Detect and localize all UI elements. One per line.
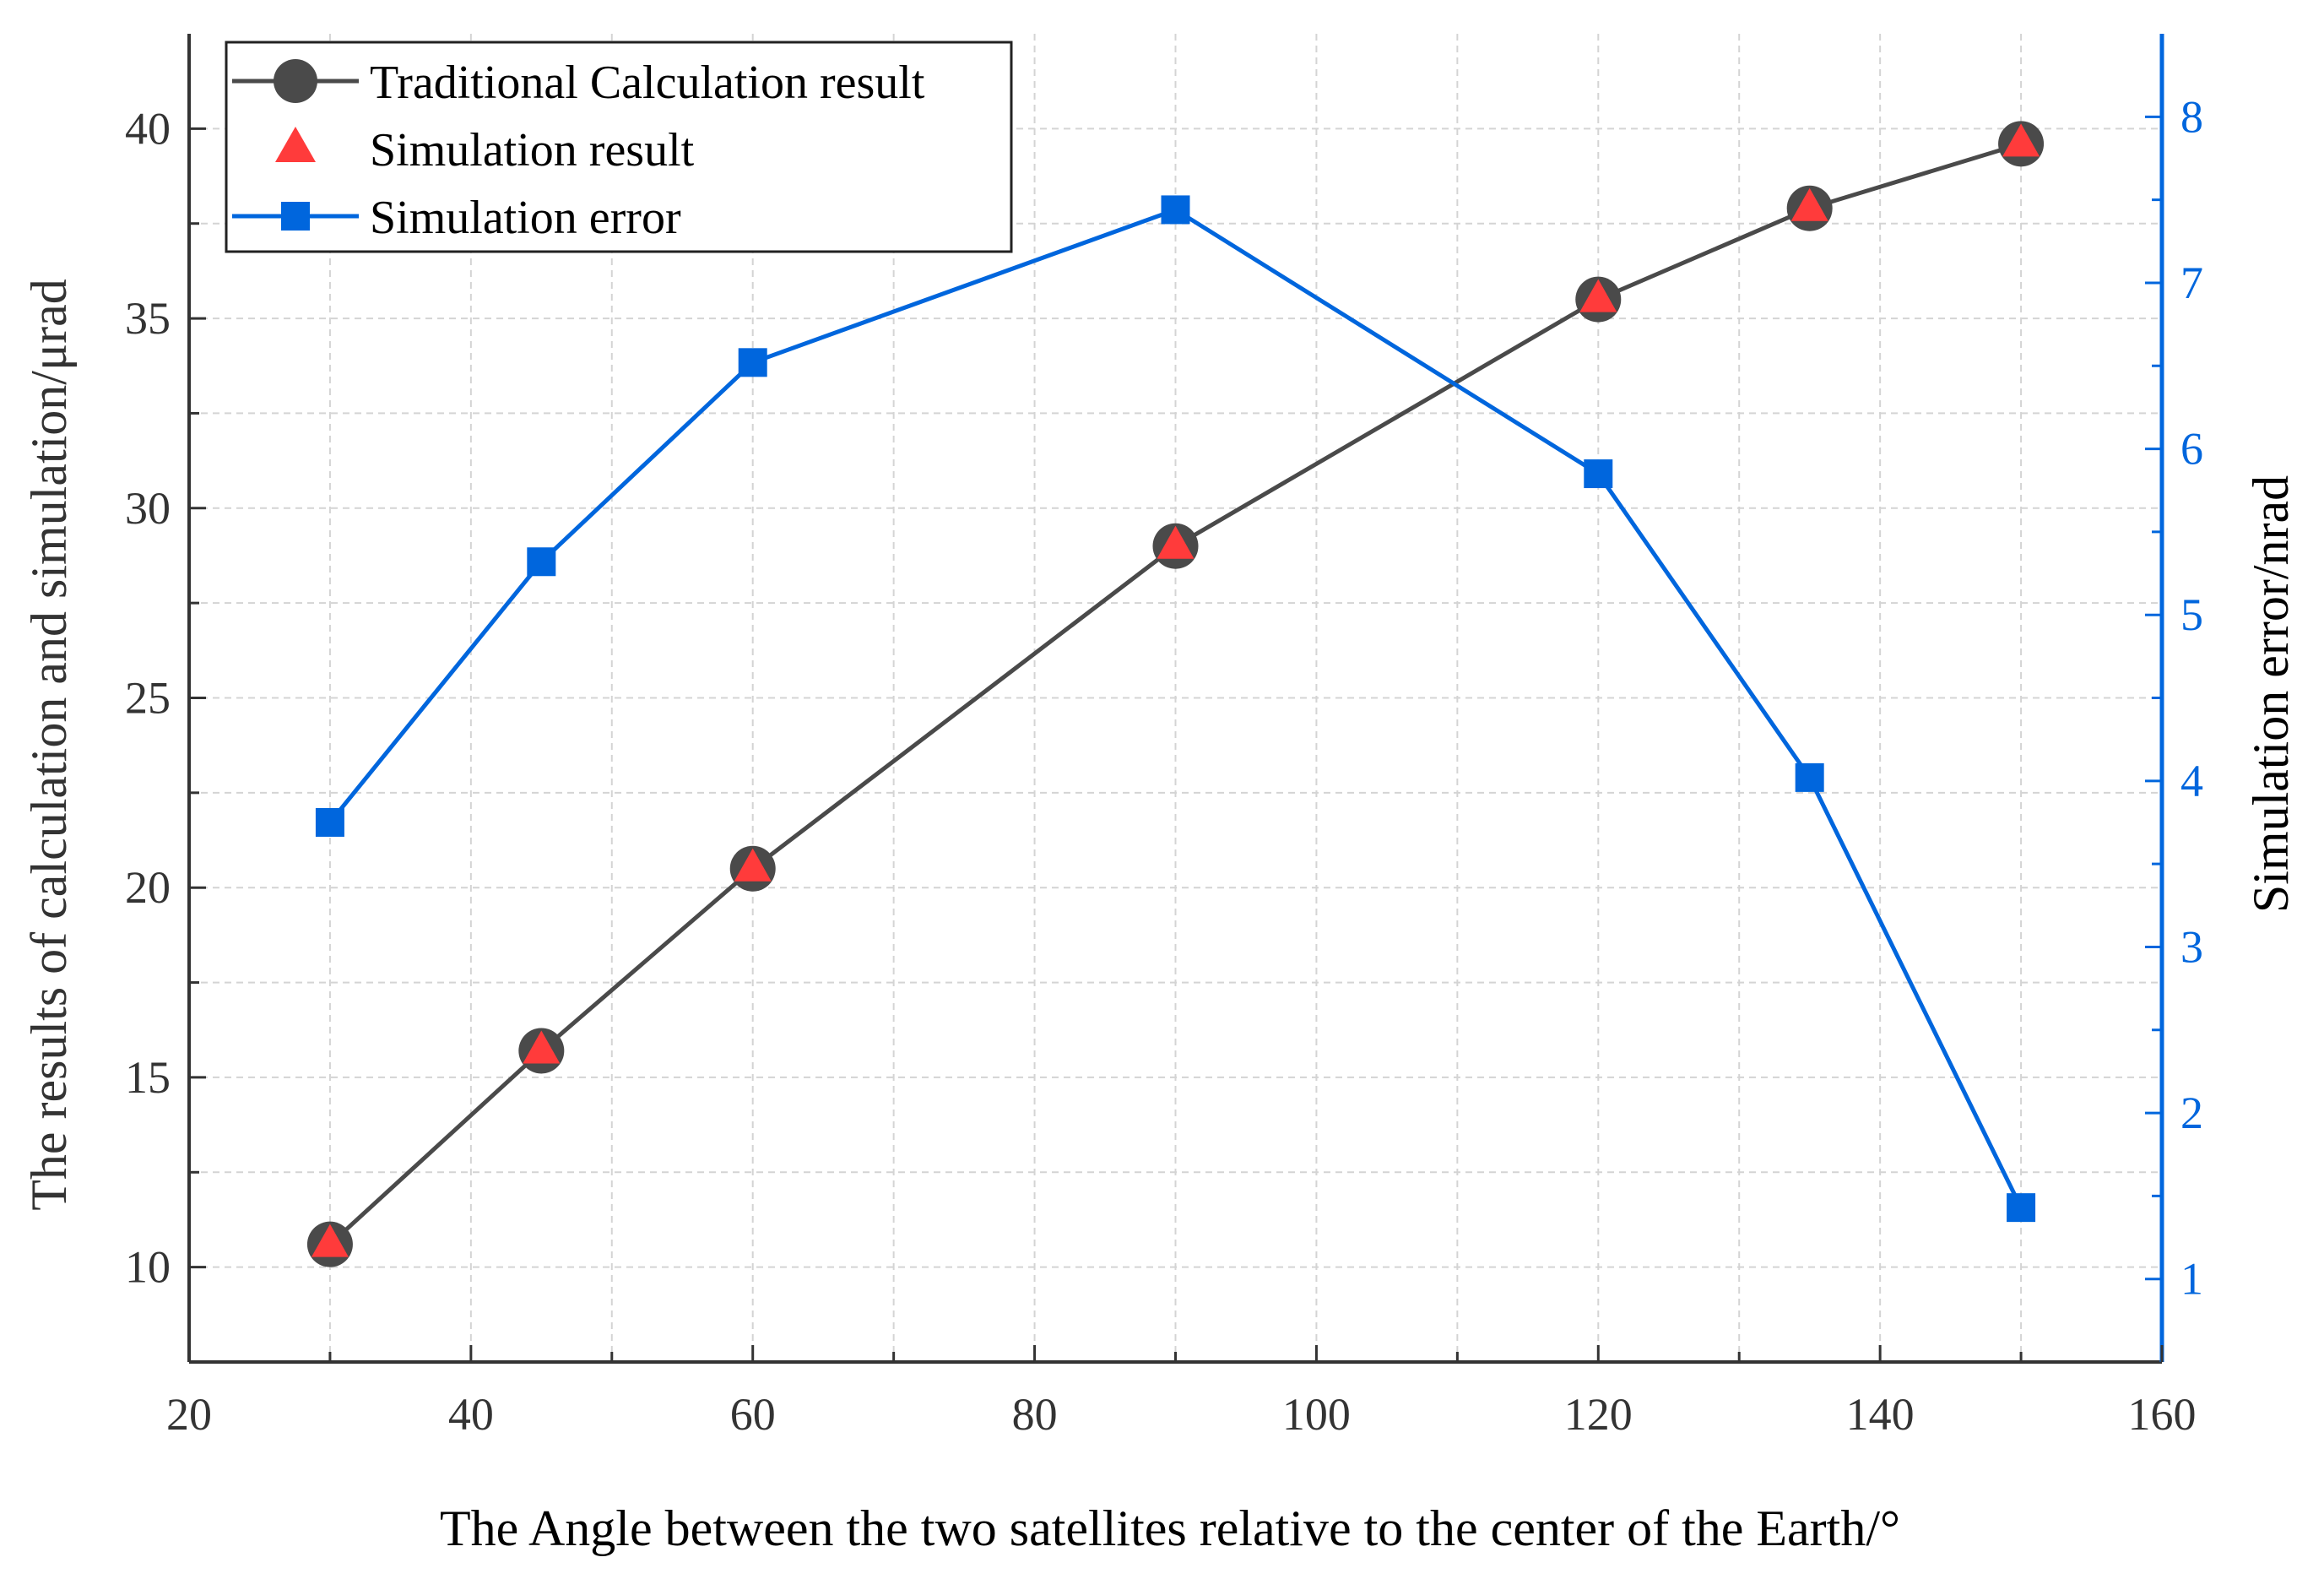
x-tick-label: 80 — [1012, 1389, 1058, 1440]
y-left-tick-label: 25 — [125, 673, 171, 724]
legend-marker-traditional — [274, 59, 317, 103]
y-left-tick-label: 20 — [125, 862, 171, 913]
data-point-simulation-error — [738, 348, 767, 377]
x-tick-label: 100 — [1282, 1389, 1351, 1440]
data-point-simulation-result — [734, 848, 772, 882]
legend-label-error: Simulation error — [370, 192, 681, 244]
data-point-simulation-result — [523, 1030, 561, 1064]
y-axis-left-title: The results of calculation and simulatio… — [21, 279, 77, 1211]
y-axis-right-title: Simulation error/nrad — [2243, 475, 2299, 913]
data-point-simulation-error — [2007, 1193, 2036, 1223]
y-right-tick-label: 6 — [2180, 424, 2203, 475]
x-tick-label: 120 — [1564, 1389, 1633, 1440]
data-point-simulation-result — [311, 1224, 349, 1257]
y-right-tick-label: 3 — [2180, 921, 2203, 972]
x-axis-title: The Angle between the two satellites rel… — [440, 1500, 1900, 1556]
series-layer — [306, 121, 2045, 1267]
data-point-simulation-error — [1795, 762, 1824, 792]
y-right-tick-label: 8 — [2180, 91, 2203, 142]
legend-label-traditional: Traditional Calculation result — [370, 57, 925, 109]
y-left-tick-label: 40 — [125, 103, 171, 154]
data-point-simulation-result — [2002, 123, 2040, 157]
x-tick-label: 40 — [448, 1389, 494, 1440]
data-point-simulation-error — [1161, 195, 1190, 225]
data-point-simulation-result — [1157, 525, 1195, 559]
axes: 20 40 60 80 100 120 140 160 10 15 20 25 30 35 40 1 2 3 4 5 6… — [125, 34, 2203, 1440]
legend-marker-simulation — [275, 127, 316, 162]
data-point-simulation-error — [315, 807, 344, 837]
data-point-simulation-error — [527, 547, 556, 577]
legend-marker-error — [281, 202, 310, 231]
x-tick-label: 20 — [166, 1389, 212, 1440]
y-left-tick-label: 10 — [125, 1242, 171, 1293]
x-tick-label: 160 — [2128, 1389, 2197, 1440]
y-left-tick-label: 35 — [125, 293, 171, 344]
legend-label-simulation: Simulation result — [370, 124, 695, 176]
y-right-tick-label: 7 — [2180, 258, 2203, 308]
legend: Traditional Calculation result Simulatio… — [225, 41, 1013, 253]
x-tick-label: 140 — [1846, 1389, 1915, 1440]
y-right-tick-label: 2 — [2180, 1088, 2203, 1138]
y-left-tick-label: 15 — [125, 1052, 171, 1103]
data-point-simulation-result — [1790, 187, 1828, 221]
y-left-tick-label: 30 — [125, 483, 171, 534]
y-right-tick-label: 4 — [2180, 756, 2203, 806]
data-point-simulation-result — [1579, 279, 1617, 312]
x-tick-label: 60 — [730, 1389, 776, 1440]
data-point-simulation-error — [1584, 459, 1613, 489]
y-right-tick-label: 5 — [2180, 589, 2203, 640]
y-right-tick-label: 1 — [2180, 1254, 2203, 1305]
grid — [189, 34, 2162, 1362]
